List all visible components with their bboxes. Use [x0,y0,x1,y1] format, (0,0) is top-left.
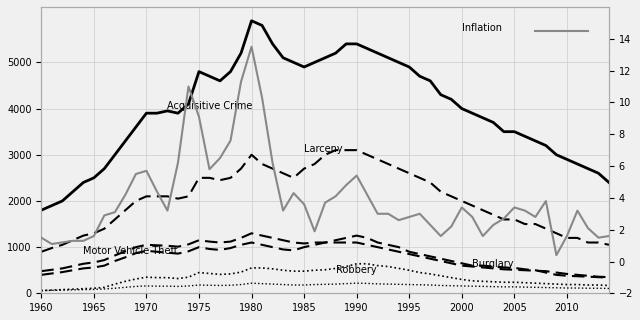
Text: Robbery: Robbery [335,265,376,275]
Text: Burglary: Burglary [472,259,514,269]
Text: Larceny: Larceny [304,144,343,155]
Text: Acquisitive Crime: Acquisitive Crime [168,100,253,111]
Text: Inflation: Inflation [462,23,502,33]
Text: Motor Vehicle Theft: Motor Vehicle Theft [83,246,178,256]
